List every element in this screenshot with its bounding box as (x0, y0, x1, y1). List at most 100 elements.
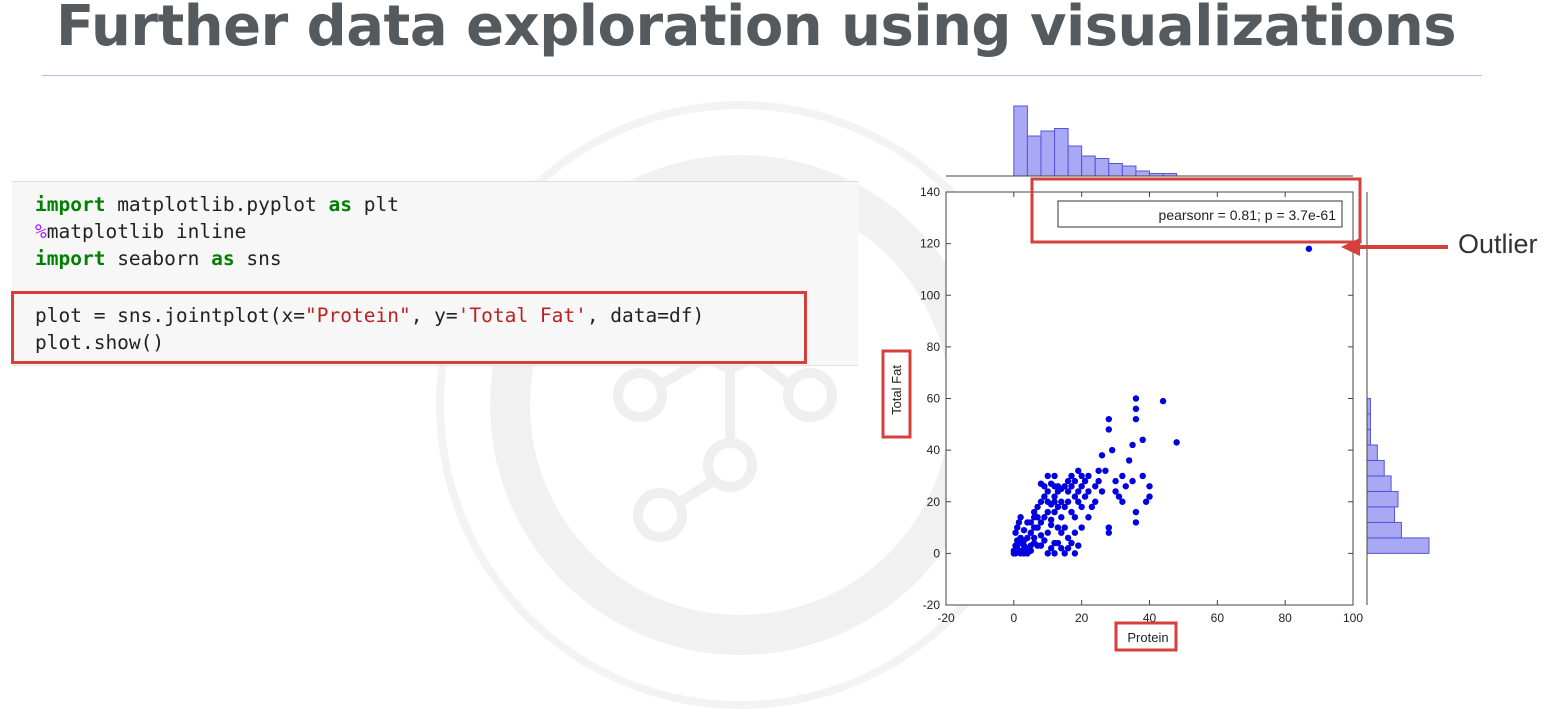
scatter-point (1071, 550, 1079, 557)
code-highlight-box (11, 291, 807, 364)
y-tick-label: 0 (933, 546, 940, 560)
code-keyword-import: import (35, 247, 106, 270)
scatter-point (1047, 480, 1055, 487)
scatter-point (1068, 472, 1075, 480)
code-text: plot.show() (35, 331, 165, 354)
scatter-point (1159, 397, 1167, 405)
scatter-point (1054, 524, 1062, 531)
code-line-4: plot = sns.jointplot(x="Protein", y='Tot… (35, 302, 704, 329)
scatter-point (1037, 498, 1045, 505)
scatter-point (1105, 415, 1113, 423)
scatter-point (1058, 529, 1065, 536)
code-keyword-as: as (211, 247, 235, 270)
scatter-point (1027, 529, 1034, 536)
x-hist-bar (1108, 163, 1123, 177)
outlier-label: Outlier (1458, 229, 1538, 259)
scatter-point (1068, 508, 1075, 516)
x-hist-bar (1094, 158, 1110, 177)
scatter-point (1041, 514, 1048, 521)
scatter-point (1125, 457, 1133, 464)
x-hist-bar (1135, 170, 1151, 177)
x-hist-bar (1081, 155, 1096, 177)
y-hist-bar (1366, 444, 1378, 461)
code-line-1: import matplotlib.pyplot as plt (35, 191, 399, 218)
scatter-point (1112, 488, 1119, 495)
scatter-point (1061, 550, 1068, 557)
x-tick-label: 0 (1010, 611, 1017, 625)
y-hist-bar (1366, 490, 1399, 508)
y-tick-label: 100 (920, 288, 940, 302)
scatter-point (1037, 532, 1045, 539)
scatter-point (1064, 477, 1072, 485)
outlier-arrow-head (1341, 238, 1360, 256)
scatter-point (1030, 524, 1038, 531)
scatter-point (1068, 483, 1075, 490)
code-keyword-import: import (35, 193, 106, 216)
x-axis-label: Protein (1127, 630, 1168, 645)
y-hist-bar (1366, 537, 1430, 554)
x-tick-label: -20 (937, 611, 955, 625)
scatter-point (1061, 503, 1068, 511)
scatter-point (1105, 529, 1113, 536)
scatter-point (1078, 503, 1085, 511)
y-tick-label: 120 (920, 237, 940, 251)
y-hist-bar (1366, 459, 1385, 477)
scatter-point (1034, 514, 1041, 521)
code-line-5: plot.show() (35, 329, 164, 356)
scatter-point (1051, 508, 1058, 516)
scatter-point (1075, 488, 1082, 495)
scatter-point (1044, 529, 1051, 536)
code-alias: sns (234, 247, 282, 270)
scatter-point (1119, 472, 1126, 480)
scatter-point (1122, 483, 1129, 490)
code-text: , data=df) (586, 304, 705, 327)
scatter-point (1047, 545, 1055, 552)
scatter-point (1051, 550, 1058, 557)
scatter-point (1146, 483, 1153, 490)
y-tick-label: 60 (927, 392, 941, 406)
scatter-point (1092, 498, 1099, 505)
scatter-point (1051, 493, 1058, 500)
y-hist-bar (1366, 475, 1392, 492)
scatter-point (1041, 537, 1048, 544)
y-label-highlight-box (881, 349, 912, 439)
code-magic-command: matplotlib inline (46, 220, 247, 243)
scatter-point (1071, 514, 1079, 521)
scatter-point (1129, 441, 1136, 449)
scatter-point (1041, 493, 1048, 500)
scatter-point (1095, 467, 1102, 474)
scatter-point (1030, 534, 1038, 542)
scatter-point (1132, 405, 1140, 413)
x-label-highlight-box (1114, 621, 1178, 652)
y-tick-label: -20 (923, 598, 941, 612)
legend-box (1057, 200, 1343, 228)
scatter-point (1054, 503, 1062, 511)
scatter-point (1102, 467, 1109, 474)
scatter-point (1105, 426, 1113, 433)
scatter-point (1024, 519, 1031, 526)
scatter-point (1305, 245, 1313, 252)
y-axis-ticks: -20 0 20 40 60 80 100 120 140 (920, 185, 1353, 612)
y-hist-bar (1366, 413, 1371, 430)
scatter-point (1139, 472, 1146, 480)
scatter-point (1020, 542, 1028, 549)
code-keyword-as: as (328, 193, 352, 216)
scatter-point (1044, 488, 1051, 495)
scatter-point (1112, 477, 1119, 485)
code-cell[interactable]: import matplotlib.pyplot as plt %matplot… (12, 181, 858, 366)
x-tick-label: 20 (1075, 611, 1089, 625)
scatter-point (1020, 526, 1028, 534)
title-divider (42, 75, 1482, 76)
pearson-annotation: pearsonr = 0.81; p = 3.7e-61 (1159, 207, 1337, 223)
scatter-point (1037, 480, 1045, 487)
scatter-point (1075, 467, 1082, 474)
scatter-point (1085, 514, 1092, 521)
scatter-point (1132, 395, 1140, 402)
jointplot-chart: -20 0 20 40 60 80 100 -20 0 20 40 60 80 100 120 140 pe… (881, 105, 1448, 652)
scatter-point (1058, 514, 1065, 521)
y-tick-label: 20 (927, 495, 941, 509)
y-tick-label: 140 (920, 185, 940, 199)
scatter-point (1132, 508, 1140, 516)
y-hist-bar (1366, 398, 1371, 415)
scatter-point (1044, 508, 1051, 516)
